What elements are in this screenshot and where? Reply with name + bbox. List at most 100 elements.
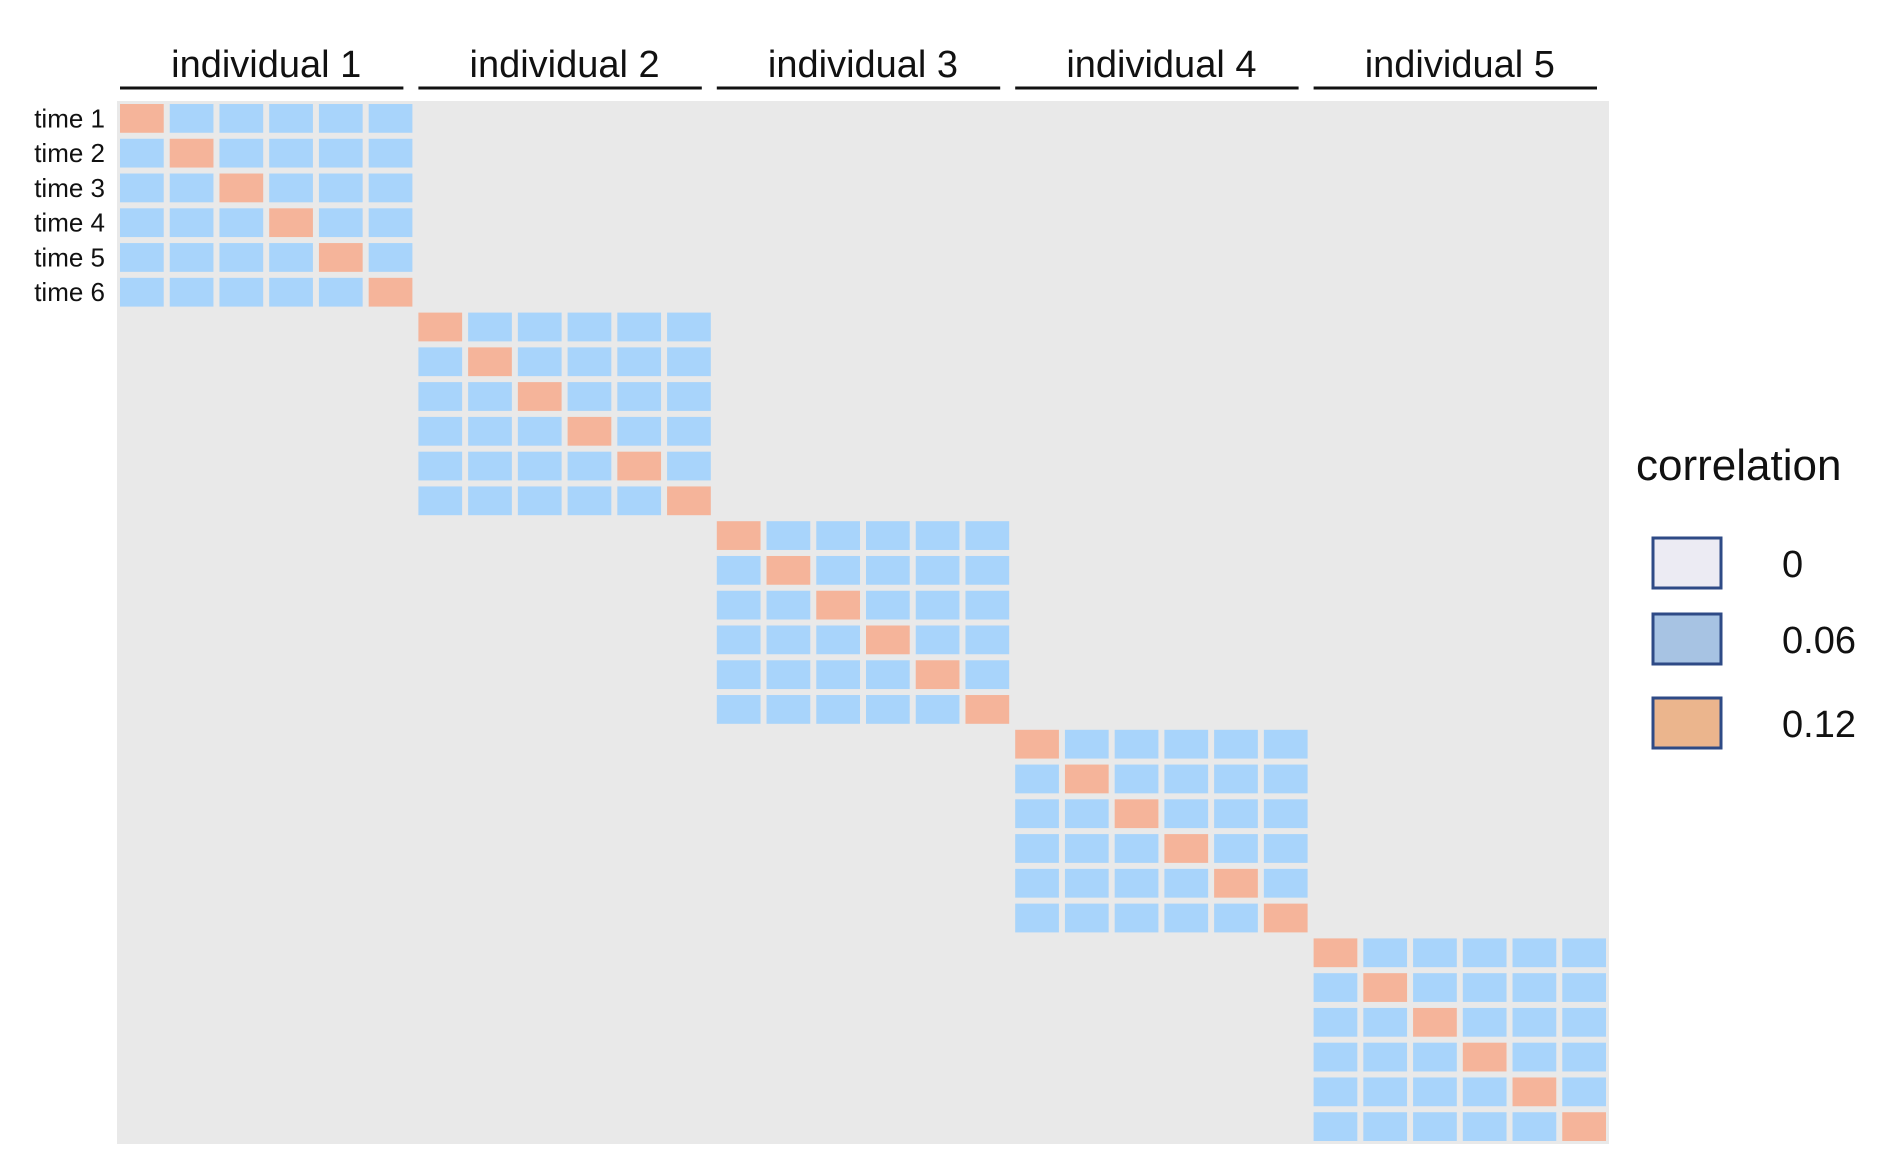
heatmap-cell	[915, 625, 960, 655]
heatmap-cell	[866, 695, 910, 724]
heatmap-cell	[1363, 938, 1408, 968]
heatmap-cell	[667, 486, 711, 516]
heatmap-cell	[766, 660, 811, 690]
heatmap-cell	[318, 138, 363, 168]
heatmap-cell	[269, 104, 313, 133]
heatmap-cell	[318, 173, 363, 203]
heatmap-cell	[617, 451, 662, 481]
heatmap-cell	[667, 347, 711, 377]
heatmap-cell	[269, 277, 313, 307]
heatmap-cell	[816, 660, 860, 690]
heatmap-cell	[418, 312, 463, 342]
heatmap-cell	[1263, 799, 1308, 829]
heatmap-cell	[716, 590, 761, 620]
heatmap-cell	[667, 416, 711, 446]
heatmap-cell	[617, 312, 662, 342]
heatmap-cell	[1512, 1077, 1557, 1107]
heatmap-cell	[219, 208, 264, 238]
heatmap-cell	[169, 277, 214, 307]
heatmap-cell	[1114, 729, 1159, 759]
heatmap-cell	[1462, 973, 1507, 1002]
heatmap-cell	[120, 243, 164, 272]
column-group-label: individual 3	[768, 44, 958, 86]
heatmap-cell	[1214, 729, 1258, 759]
heatmap-cell	[1015, 868, 1059, 898]
heatmap-cell	[1214, 903, 1258, 933]
heatmap-cell	[1363, 973, 1408, 1002]
heatmap-cell	[716, 660, 761, 690]
heatmap-cell	[667, 451, 711, 481]
heatmap-cell	[1313, 1112, 1358, 1141]
heatmap-cell	[1263, 834, 1308, 863]
heatmap-cell	[1512, 1112, 1557, 1141]
column-group-label: individual 4	[1066, 44, 1256, 86]
legend-swatch	[1651, 536, 1723, 590]
heatmap-cell	[468, 416, 512, 446]
heatmap-cell	[1263, 868, 1308, 898]
heatmap-cell	[915, 660, 960, 690]
heatmap-cell	[468, 347, 512, 377]
heatmap-cell	[1214, 834, 1258, 863]
heatmap-cell	[169, 104, 214, 133]
heatmap-cell	[617, 416, 662, 446]
heatmap-cell	[1413, 973, 1457, 1002]
heatmap-cell	[567, 486, 612, 516]
row-label: time 3	[34, 173, 105, 203]
heatmap-cell	[517, 486, 562, 516]
heatmap-cell	[468, 451, 512, 481]
heatmap-cell	[866, 555, 910, 585]
heatmap-cell	[1462, 1112, 1507, 1141]
heatmap-cell	[269, 138, 313, 168]
heatmap-cell	[965, 521, 1010, 550]
row-labels: time 1 time 2 time 3 time 4 time 5 time 6	[34, 103, 105, 307]
heatmap-cell	[517, 382, 562, 411]
legend-entry-label: 0.06	[1782, 620, 1856, 662]
heatmap-cell	[1164, 799, 1209, 829]
heatmap-cell	[716, 555, 761, 585]
heatmap-cell	[1164, 764, 1209, 794]
legend-entry-label: 0.12	[1782, 704, 1856, 746]
heatmap-cell	[965, 625, 1010, 655]
heatmap-cell	[1114, 903, 1159, 933]
heatmap-cell	[716, 521, 761, 550]
heatmap-cell	[517, 416, 562, 446]
heatmap-cell	[766, 695, 811, 724]
heatmap-cell	[1462, 1042, 1507, 1072]
heatmap-cell	[1462, 1007, 1507, 1037]
heatmap-cell	[368, 104, 413, 133]
heatmap-cell	[716, 695, 761, 724]
heatmap-cell	[1363, 1077, 1408, 1107]
heatmap-cell	[368, 208, 413, 238]
heatmap-cell	[1114, 799, 1159, 829]
heatmap-cell	[1015, 729, 1059, 759]
heatmap-cell	[567, 312, 612, 342]
heatmap-cell	[169, 138, 214, 168]
heatmap-cell	[1114, 764, 1159, 794]
heatmap-cell	[418, 382, 463, 411]
heatmap-cell	[1015, 799, 1059, 829]
heatmap-cell	[1015, 834, 1059, 863]
heatmap-cell	[1413, 1042, 1457, 1072]
heatmap-cell	[318, 277, 363, 307]
heatmap-cell	[1512, 1042, 1557, 1072]
heatmap-cell	[219, 104, 264, 133]
heatmap-cell	[1214, 799, 1258, 829]
heatmap-cell	[667, 312, 711, 342]
heatmap-cell	[766, 521, 811, 550]
legend-entry-label: 0	[1782, 544, 1803, 586]
legend: correlation 0 0.06 0.12	[1636, 441, 1856, 750]
heatmap-cell	[1313, 1077, 1358, 1107]
heatmap-cell	[219, 277, 264, 307]
heatmap-cell	[368, 243, 413, 272]
heatmap-cell	[219, 243, 264, 272]
heatmap-cell	[766, 625, 811, 655]
heatmap-cell	[816, 590, 860, 620]
heatmap-cell	[120, 277, 164, 307]
heatmap-cell	[1363, 1112, 1408, 1141]
legend-swatch	[1651, 612, 1723, 666]
row-label: time 1	[34, 103, 105, 133]
heatmap-cell	[368, 173, 413, 203]
heatmap-cell	[965, 590, 1010, 620]
heatmap-cell	[318, 243, 363, 272]
heatmap-cell	[866, 590, 910, 620]
